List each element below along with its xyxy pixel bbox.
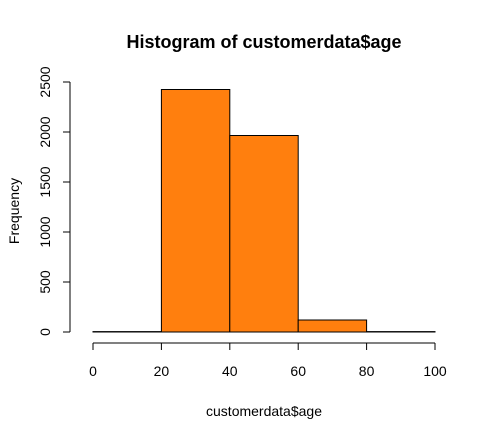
bars-group (93, 90, 435, 333)
histogram-bar (298, 320, 366, 332)
x-tick-label: 20 (154, 363, 170, 379)
x-tick-label: 80 (359, 363, 375, 379)
x-tick-label: 100 (423, 363, 447, 379)
histogram-bar (230, 136, 298, 333)
y-tick-label: 2500 (37, 66, 53, 97)
x-axis-label: customerdata$age (206, 403, 322, 419)
y-tick-label: 0 (37, 328, 53, 336)
x-tick-label: 60 (290, 363, 306, 379)
x-tick-label: 0 (89, 363, 97, 379)
y-tick-label: 1000 (37, 216, 53, 247)
y-axis-label: Frequency (6, 178, 22, 244)
x-axis: 0 20 40 60 80 100 (89, 343, 447, 379)
y-tick-label: 1500 (37, 166, 53, 197)
y-tick-label: 2000 (37, 116, 53, 147)
y-axis: 0 500 1000 1500 2000 2500 (37, 66, 70, 336)
histogram-bar (161, 90, 229, 333)
y-tick-label: 500 (37, 270, 53, 294)
x-tick-label: 40 (222, 363, 238, 379)
chart-title: Histogram of customerdata$age (126, 32, 401, 52)
